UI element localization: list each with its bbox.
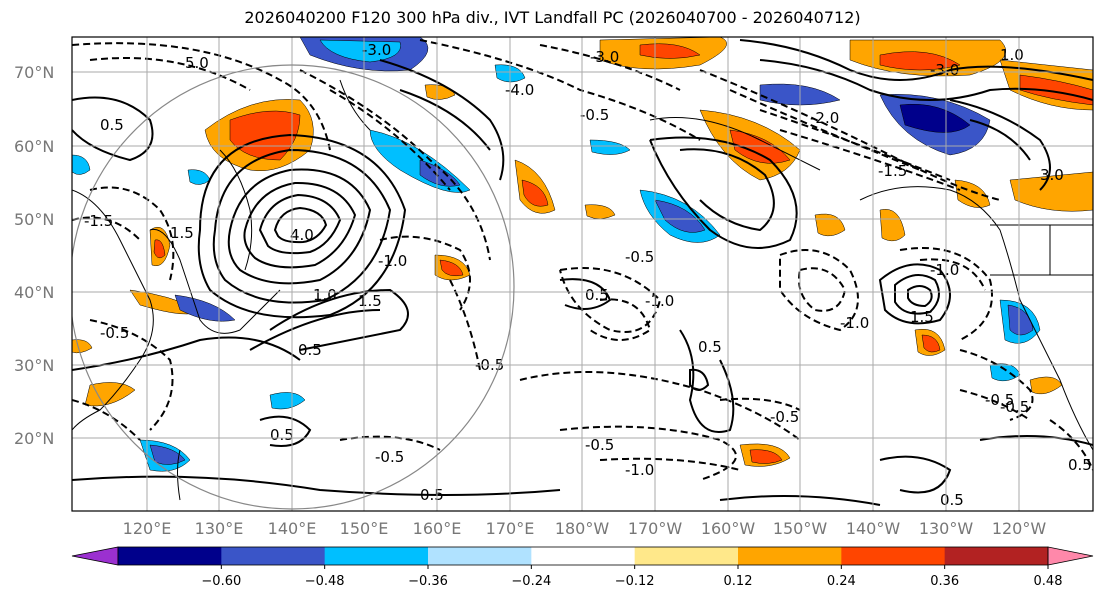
contour-label: 0.5	[940, 491, 964, 509]
lat-label: 50°N	[14, 210, 54, 229]
colorbar-tick-label: 0.36	[930, 574, 959, 589]
lon-label: 120°W	[992, 519, 1047, 538]
colorbar-swatch	[944, 547, 1049, 565]
colorbar-tick-label: 0.12	[724, 574, 753, 589]
contour-label: 1.5	[910, 308, 934, 326]
colorbar-swatch	[221, 547, 326, 565]
coastlines	[72, 79, 1093, 501]
contour-label: -0.5	[580, 106, 609, 124]
lon-label: 120°E	[123, 519, 172, 538]
colorbar-swatch	[531, 547, 636, 565]
lon-label: 170°W	[628, 519, 683, 538]
colorbar-swatch	[324, 547, 429, 565]
colorbar-tick-label: −0.60	[201, 574, 241, 589]
latitude-labels: 70°N 60°N 50°N 40°N 30°N 20°N	[14, 63, 54, 448]
lon-label: 140°W	[846, 519, 901, 538]
contour-label: -0.5	[585, 436, 614, 454]
contour-label: 0.5	[420, 486, 444, 504]
contour-label: 1.0	[1000, 46, 1024, 64]
colorbar-extend-low	[71, 546, 119, 566]
contour-label: -0.5	[375, 448, 404, 466]
colorbar-tick-label: −0.12	[615, 574, 655, 589]
contour-label: -0.5	[770, 408, 799, 426]
lat-label: 70°N	[14, 63, 54, 82]
lon-label: 130°E	[195, 519, 244, 538]
contour-label: 1.5	[358, 292, 382, 310]
colorbar-tick-label: −0.48	[305, 574, 345, 589]
lon-label: 130°W	[919, 519, 974, 538]
colorbar-swatch	[841, 547, 946, 565]
contour-label: 0.5	[698, 338, 722, 356]
colorbar-swatch	[428, 547, 532, 565]
contour-label: -4.0	[505, 81, 534, 99]
map-border	[71, 36, 1094, 512]
contour-label: 0.5	[298, 341, 322, 359]
lon-label: 170°E	[486, 519, 535, 538]
colorbar-border	[117, 546, 1049, 566]
colorbar-tick-label: 0.48	[1034, 574, 1063, 589]
lat-label: 60°N	[14, 137, 54, 156]
contour-label: -1.5	[878, 162, 907, 180]
contour-label: 3.0	[1040, 166, 1064, 184]
contour-label: -0.5	[100, 324, 129, 342]
contour-label: -1.0	[378, 252, 407, 270]
contour-label: -0.5	[985, 391, 1014, 409]
colorbar-swatch	[634, 547, 739, 565]
colorbar-swatch	[118, 547, 222, 565]
contour-label: -1.0	[645, 292, 674, 310]
colorbar-extend-high	[1047, 546, 1094, 566]
colorbar-tick-label: −0.36	[408, 574, 448, 589]
lon-label: 160°E	[413, 519, 462, 538]
contour-label: -1.0	[930, 261, 959, 279]
range-circle	[72, 64, 515, 510]
contour-label: 0.5	[100, 116, 124, 134]
contour-label: -1.0	[625, 461, 654, 479]
map-title: 2026040200 F120 300 hPa div., IVT Landfa…	[244, 8, 861, 27]
lat-label: 30°N	[14, 356, 54, 375]
lat-label: 20°N	[14, 429, 54, 448]
contour-label: -1.0	[840, 314, 869, 332]
contour-label: 4.0	[290, 226, 314, 244]
colorbar-tick-label: 0.24	[827, 574, 856, 589]
graticule	[72, 37, 1093, 511]
contour-label: -0.5	[625, 248, 654, 266]
colorbar-swatch	[738, 547, 842, 565]
contour-label: 0.5	[1068, 456, 1092, 474]
contour-label: -2.0	[810, 109, 839, 127]
lon-label: 160°W	[701, 519, 756, 538]
contour-label: 5.0	[185, 54, 209, 72]
contour-label: 0.5	[585, 286, 609, 304]
contour-label: -0.5	[1000, 398, 1029, 416]
lat-label: 40°N	[14, 283, 54, 302]
lon-label: 150°E	[340, 519, 389, 538]
longitude-labels: 120°E 130°E 140°E 150°E 160°E 170°E 180°…	[123, 519, 1047, 538]
shaded-anomalies	[72, 37, 1093, 472]
contour-label: 1.0	[313, 286, 337, 304]
contour-label: -3.0	[362, 41, 391, 59]
colorbar: −0.60 −0.48 −0.36 −0.24 −0.12 0.12 0.24 0.36 0.4…	[71, 546, 1094, 589]
lon-label: 150°W	[773, 519, 828, 538]
contour-label: -3.0	[590, 48, 619, 66]
contour-label: -3.0	[930, 61, 959, 79]
lon-label: 180°W	[555, 519, 610, 538]
colorbar-tick-label: −0.24	[511, 574, 551, 589]
contour-label: 1.5	[170, 224, 194, 242]
lon-label: 140°E	[268, 519, 317, 538]
contour-label: 0.5	[270, 426, 294, 444]
